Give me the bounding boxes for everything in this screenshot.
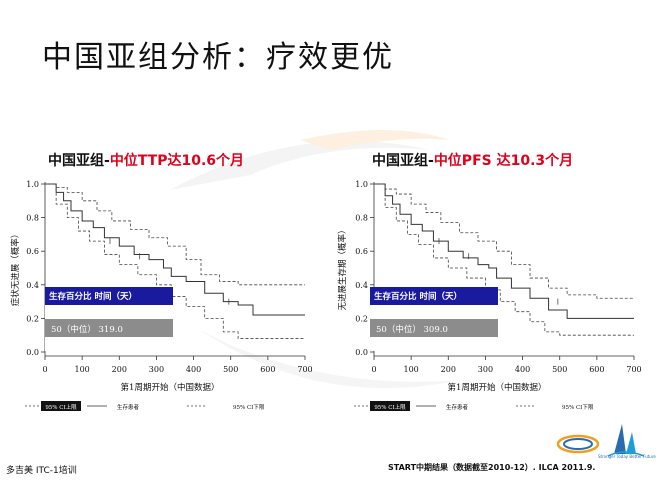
km-table-row-text: 50（中位） 319.0	[51, 324, 123, 335]
x-tick-label: 400	[186, 365, 201, 374]
legend-survival-label: 生存患者	[117, 403, 140, 411]
y-tick-label: 0.8	[355, 214, 368, 223]
x-tick-label: 700	[297, 365, 312, 374]
panel-title-highlight: 中位TTP达10.6个月	[109, 153, 245, 169]
x-tick-label: 0	[42, 365, 47, 374]
legend-upper-ci-label: 95% CI上限	[45, 403, 77, 411]
km-table-footer	[45, 337, 173, 351]
km-table-header-text: 生存百分比 时间（天）	[49, 291, 137, 302]
y-tick-label: 0.2	[26, 314, 39, 323]
y-tick-label: 0.6	[355, 247, 368, 256]
km-table-header	[45, 287, 173, 305]
panel-title-prefix: 中国亚组-	[48, 153, 110, 169]
x-tick-label: 200	[441, 365, 456, 374]
ci-line	[45, 183, 305, 339]
y-tick-label: 0.0	[26, 348, 39, 357]
y-tick-label: 0.6	[26, 247, 39, 256]
x-tick-label: 500	[552, 365, 567, 374]
km-table-header-text: 生存百分比 时间（天）	[374, 291, 462, 302]
y-tick-label: 1.0	[355, 180, 368, 189]
y-tick-label: 0.2	[355, 314, 368, 323]
panel-title-prefix: 中国亚组-	[372, 153, 434, 169]
km-table-gap	[45, 305, 173, 319]
y-axis-label: 症状无进展（概率）	[10, 230, 21, 307]
x-tick-label: 300	[478, 365, 493, 374]
legend-upper-ci-box	[370, 401, 410, 411]
x-tick-label: 200	[112, 365, 127, 374]
survival-line	[374, 183, 634, 319]
km-table-row	[45, 319, 173, 337]
y-tick-label: 0.4	[26, 281, 39, 290]
survival-line	[45, 183, 305, 316]
x-tick-label: 300	[149, 365, 164, 374]
panel-title-right: 中国亚组-中位PFS 达10.3个月	[372, 150, 573, 170]
logo-caption: Stronger Today Better Future	[598, 454, 656, 459]
legend-lower-ci-label: 95% CI下限	[233, 403, 265, 411]
brand-logo: Stronger Today Better Future	[556, 418, 656, 464]
x-tick-label: 600	[260, 365, 275, 374]
km-table-footer	[370, 337, 498, 351]
x-tick-label: 500	[223, 365, 238, 374]
x-tick-label: 400	[515, 365, 530, 374]
y-tick-label: 0.0	[355, 348, 368, 357]
legend-survival-label: 生存患者	[446, 403, 469, 411]
km-table-row	[370, 319, 498, 337]
ci-line	[45, 183, 305, 286]
panel-title-highlight: 中位PFS 达10.3个月	[433, 153, 574, 169]
footer-citation: START中期结果（数据截至2010-12）. ILCA 2011.9.	[388, 463, 596, 472]
x-axis-label: 第1周期开始（中国数据）	[448, 382, 547, 393]
ci-line	[374, 183, 634, 299]
x-tick-label: 600	[589, 365, 604, 374]
y-axis-label: 无进展生存期（概率）	[337, 225, 348, 310]
legend-upper-ci-label: 95% CI上限	[374, 403, 406, 411]
x-tick-label: 100	[404, 365, 419, 374]
y-tick-label: 0.4	[355, 281, 368, 290]
footer-source-left: 多吉美 ITC-1培训	[6, 466, 77, 476]
x-axis-label: 第1周期开始（中国数据）	[121, 382, 220, 393]
km-table-header	[370, 287, 498, 305]
slide-title: 中国亚组分析：疗效更优	[42, 40, 394, 75]
legend-upper-ci-box	[41, 401, 81, 411]
logo-icon	[556, 424, 645, 457]
x-tick-label: 100	[75, 365, 90, 374]
km-table-gap	[370, 305, 498, 319]
y-tick-label: 0.8	[26, 214, 39, 223]
ci-line	[374, 183, 634, 336]
x-tick-label: 700	[626, 365, 641, 374]
km-table-row-text: 50（中位） 309.0	[376, 324, 448, 335]
legend-lower-ci-label: 95% CI下限	[562, 403, 594, 411]
y-tick-label: 1.0	[26, 180, 39, 189]
panel-title-left: 中国亚组-中位TTP达10.6个月	[48, 150, 244, 170]
x-tick-label: 0	[371, 365, 376, 374]
